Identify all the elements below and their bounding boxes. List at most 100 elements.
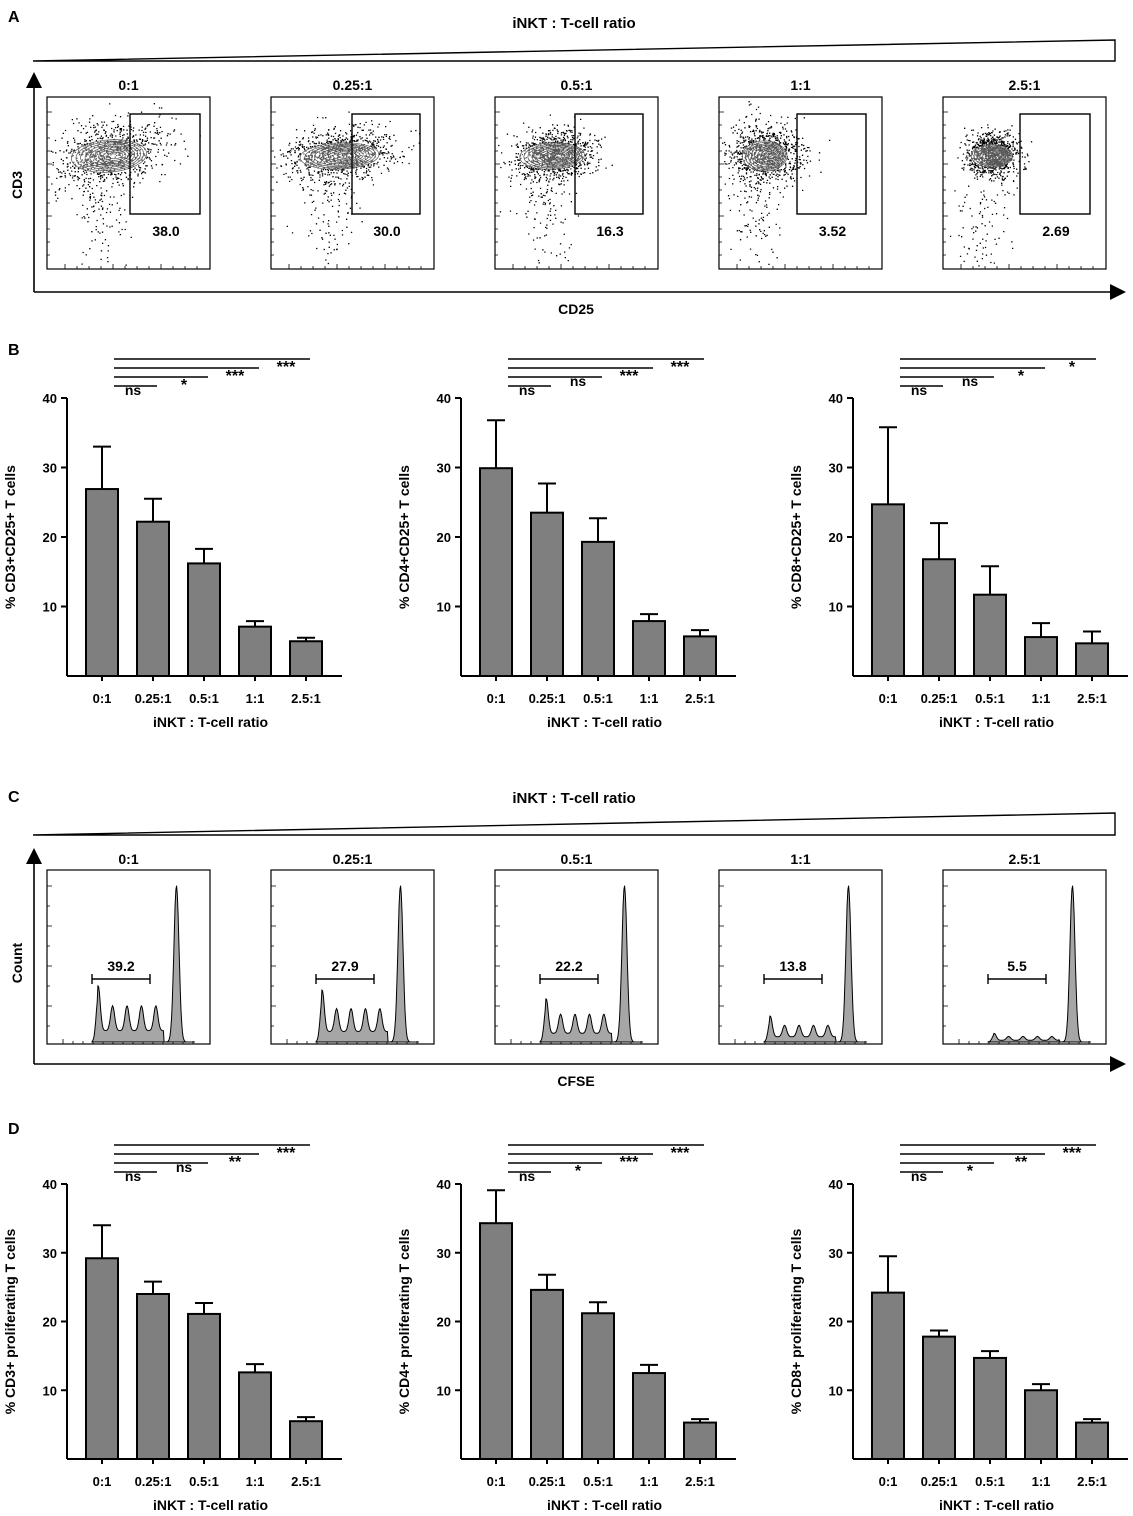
y-axis-label: % CD4+CD25+ T cells bbox=[396, 465, 412, 609]
cfse-histogram-5: 2.5:1 5.5 bbox=[942, 851, 1107, 1045]
x-axis-label: iNKT : T-cell ratio bbox=[939, 714, 1054, 730]
panel-a-ratio-wedge bbox=[32, 39, 1116, 62]
significance-label: ns bbox=[176, 1159, 193, 1175]
x-tick-label: 0.5:1 bbox=[189, 1474, 219, 1489]
y-axis-label: % CD4+ proliferating T cells bbox=[396, 1229, 412, 1415]
x-tick-label: 0.25:1 bbox=[529, 691, 566, 706]
bar bbox=[632, 1372, 666, 1460]
y-tick-label: 30 bbox=[437, 1246, 451, 1261]
panel-c-ratio-title: iNKT : T-cell ratio bbox=[512, 790, 635, 807]
y-tick-label: 20 bbox=[437, 1315, 451, 1330]
x-tick-label: 0:1 bbox=[879, 691, 898, 706]
x-axis-label: iNKT : T-cell ratio bbox=[547, 714, 662, 730]
x-tick-label: 2.5:1 bbox=[291, 691, 321, 706]
significance-label: *** bbox=[277, 359, 296, 376]
plot-frame bbox=[942, 869, 1107, 1045]
y-axis-label: % CD3+CD25+ T cells bbox=[2, 465, 18, 609]
y-tick-label: 20 bbox=[437, 530, 451, 545]
significance-label: *** bbox=[671, 1145, 690, 1162]
contour-ring bbox=[539, 148, 573, 163]
contour-ring bbox=[337, 152, 355, 159]
bar-chart-6: 10 20 30 40 0:1 0.25:1 0.5:1 1:1 2.5:1 iNKT : T-c… bbox=[788, 1144, 1128, 1513]
x-tick-label: 2.5:1 bbox=[1077, 1474, 1107, 1489]
x-tick-label: 2.5:1 bbox=[291, 1474, 321, 1489]
y-tick-label: 40 bbox=[437, 391, 451, 406]
panel-a-ratio-title: iNKT : T-cell ratio bbox=[512, 15, 635, 32]
contour-ring bbox=[332, 151, 358, 161]
significance-label: *** bbox=[620, 1154, 639, 1171]
bar bbox=[187, 1312, 221, 1460]
x-tick-label: 1:1 bbox=[640, 1474, 659, 1489]
gate-percent: 13.8 bbox=[779, 958, 806, 974]
bar bbox=[479, 1222, 513, 1460]
x-tick-label: 0.25:1 bbox=[529, 1474, 566, 1489]
bar-chart-4: 10 20 30 40 0:1 0.25:1 0.5:1 1:1 2.5:1 iNKT : T-c… bbox=[2, 1144, 342, 1513]
panel-a-letter: A bbox=[8, 9, 20, 26]
plot-ticks bbox=[943, 111, 1094, 269]
significance-label: ** bbox=[1015, 1154, 1028, 1171]
x-tick-label: 2.5:1 bbox=[1077, 691, 1107, 706]
bar bbox=[289, 1420, 323, 1460]
bar bbox=[973, 593, 1007, 677]
ratio-label: 0.5:1 bbox=[561, 851, 593, 867]
proliferation-gate bbox=[987, 974, 1047, 984]
contour-ring bbox=[747, 143, 785, 169]
contour-ring bbox=[766, 152, 776, 160]
panel-a-y-label: CD3 bbox=[9, 171, 25, 199]
cfse-histogram-2: 0.25:1 27.9 bbox=[270, 851, 435, 1045]
contour-ring bbox=[527, 144, 580, 167]
significance-label: * bbox=[1069, 359, 1076, 376]
histogram-area bbox=[91, 885, 195, 1043]
contour-ring bbox=[75, 140, 144, 171]
y-tick-label: 20 bbox=[43, 1315, 57, 1330]
plot-ticks bbox=[495, 111, 646, 269]
contour-lines bbox=[71, 139, 147, 173]
y-tick-label: 30 bbox=[43, 1246, 57, 1261]
bar bbox=[922, 1335, 956, 1460]
bar-chart-1: 10 20 30 40 0:1 0.25:1 0.5:1 1:1 2.5:1 iNKT : T-c… bbox=[2, 358, 342, 730]
contour-lines bbox=[741, 140, 788, 172]
ratio-label: 1:1 bbox=[790, 851, 810, 867]
panel-b-letter: B bbox=[8, 342, 20, 359]
plot-frame bbox=[46, 96, 211, 270]
contour-ring bbox=[763, 151, 778, 161]
x-tick-label: 1:1 bbox=[1032, 691, 1051, 706]
x-tick-label: 1:1 bbox=[640, 691, 659, 706]
ratio-label: 0.25:1 bbox=[333, 851, 373, 867]
x-tick-label: 0.5:1 bbox=[189, 691, 219, 706]
ratio-label: 2.5:1 bbox=[1009, 77, 1041, 93]
contour-lines bbox=[970, 144, 1013, 168]
significance-label: ns bbox=[125, 382, 142, 398]
x-tick-label: 0.25:1 bbox=[135, 1474, 172, 1489]
y-tick-label: 20 bbox=[829, 530, 843, 545]
bar bbox=[187, 562, 221, 677]
contour-ring bbox=[993, 153, 1003, 159]
ratio-label: 0:1 bbox=[118, 77, 138, 93]
x-tick-label: 0.25:1 bbox=[921, 1474, 958, 1489]
significance-label: * bbox=[1018, 368, 1025, 385]
bar bbox=[1075, 1421, 1109, 1460]
x-tick-label: 0.5:1 bbox=[975, 1474, 1005, 1489]
contour-ring bbox=[750, 145, 784, 167]
bar bbox=[85, 488, 119, 678]
bar-chart-5: 10 20 30 40 0:1 0.25:1 0.5:1 1:1 2.5:1 iNKT : T-c… bbox=[396, 1144, 736, 1513]
y-tick-label: 20 bbox=[829, 1315, 843, 1330]
contour-ring bbox=[976, 146, 1011, 166]
gate-percent: 3.52 bbox=[819, 223, 846, 239]
contour-ring bbox=[547, 151, 568, 161]
y-tick-label: 30 bbox=[829, 461, 843, 476]
significance-label: * bbox=[181, 377, 188, 394]
cd25-gate bbox=[1019, 113, 1091, 215]
panel-c-letter: C bbox=[8, 789, 20, 806]
significance-label: ns bbox=[962, 373, 979, 389]
y-tick-label: 40 bbox=[829, 1177, 843, 1192]
x-tick-label: 0:1 bbox=[487, 1474, 506, 1489]
y-tick-label: 40 bbox=[437, 1177, 451, 1192]
y-axis-label: % CD3+ proliferating T cells bbox=[2, 1229, 18, 1415]
bar bbox=[1024, 636, 1058, 678]
contour-lines bbox=[299, 142, 380, 170]
significance-label: ns bbox=[911, 382, 928, 398]
flow-plot-2: 0.25:1 30.0 bbox=[270, 77, 435, 270]
contour-ring bbox=[979, 147, 1010, 165]
x-axis-label: iNKT : T-cell ratio bbox=[939, 1497, 1054, 1513]
